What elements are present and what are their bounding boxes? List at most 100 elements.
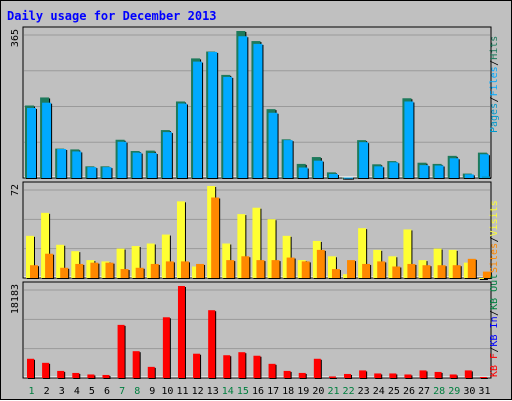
sites-bar [407, 263, 416, 278]
sites-bar [45, 253, 54, 278]
kbf-bar [162, 317, 170, 378]
day-label: 16 [252, 386, 264, 397]
kbf-bar [419, 370, 427, 378]
middle-ymax-label: 72 [10, 184, 21, 196]
visits-bar [41, 212, 50, 278]
sites-bar [482, 271, 491, 278]
files-bar [87, 167, 97, 178]
kbf-bar [87, 374, 95, 378]
sites-bar [60, 267, 69, 278]
visits-bar [131, 246, 140, 278]
files-bar [434, 165, 444, 178]
day-label: 23 [358, 386, 370, 397]
day-label: 19 [297, 386, 309, 397]
day-label: 6 [104, 386, 110, 397]
day-label: 24 [373, 386, 385, 397]
kbf-bar [268, 363, 276, 378]
day-label: 18 [282, 386, 294, 397]
kbf-bar [479, 376, 487, 378]
legend-files: Files [489, 66, 500, 96]
files-bar [404, 101, 414, 178]
day-label: 25 [388, 386, 400, 397]
pages-bar-shadow [482, 177, 491, 179]
visits-bar [26, 235, 34, 278]
kbf-bar [404, 374, 412, 378]
sites-bar [241, 256, 250, 278]
kbf-bar [328, 376, 336, 378]
sites-bar [452, 265, 461, 278]
kbf-bar [57, 370, 65, 378]
files-bar [389, 162, 399, 178]
visits-bar [433, 248, 442, 278]
kbf-bar [449, 374, 457, 378]
kbf-bar [389, 373, 397, 378]
legend-sep: / [489, 60, 500, 66]
files-bar [147, 153, 157, 178]
kbf-bar [313, 358, 321, 378]
visits-bar [327, 256, 336, 278]
day-label: 3 [59, 386, 65, 397]
visits-bar [403, 229, 412, 278]
day-label: 14 [222, 386, 234, 397]
legend-visits: Visits [489, 200, 500, 236]
day-label: 20 [312, 386, 324, 397]
files-bar [162, 132, 172, 178]
visits-bar [161, 234, 170, 278]
files-bar [177, 103, 187, 178]
sites-bar [90, 262, 99, 278]
pages-bar [481, 176, 490, 178]
files-bar [72, 151, 82, 178]
legend-sep: / [489, 96, 500, 102]
visits-bar [56, 244, 65, 278]
files-bar [313, 160, 323, 178]
visits-bar [358, 228, 367, 278]
sites-bar [226, 260, 235, 278]
files-bar [102, 167, 112, 178]
day-label: 2 [44, 386, 50, 397]
visits-bar-shadow [479, 279, 488, 280]
visits-bar [176, 201, 185, 278]
files-bar [374, 166, 384, 178]
sites-bar [211, 197, 220, 278]
chart-title: Daily usage for December 2013 [7, 9, 217, 23]
files-bar [298, 167, 308, 178]
sites-bar [301, 261, 310, 278]
day-label: 27 [418, 386, 430, 397]
kbf-bar [283, 370, 291, 378]
kbf-bar [27, 358, 34, 378]
legend-sites: Sites [489, 243, 500, 273]
kbf-bar [374, 373, 382, 378]
sites-bar [105, 262, 114, 278]
files-bar [193, 61, 203, 179]
day-label: 13 [207, 386, 219, 397]
sites-bar [180, 261, 189, 278]
bottom-ymax-label: 18183 [10, 284, 21, 314]
kbf-bar [208, 310, 216, 378]
sites-bar [286, 257, 295, 278]
visits-bar [146, 243, 155, 278]
day-label: 22 [343, 386, 355, 397]
legend-sep: / [489, 236, 500, 242]
sites-bar [377, 261, 386, 278]
files-bar [479, 154, 489, 178]
kbf-bar [359, 370, 367, 378]
legend-kbout: KB Out [489, 274, 500, 310]
kbf-bar [132, 351, 140, 378]
legend-pages: Pages [489, 103, 500, 133]
visits-bar [282, 235, 291, 278]
day-label: 21 [327, 386, 339, 397]
day-label: 10 [161, 386, 173, 397]
kbf-bar [72, 372, 80, 378]
files-bar [344, 177, 354, 179]
sites-bar [135, 267, 144, 278]
sites-bar [467, 258, 476, 278]
sites-bar [256, 260, 265, 278]
legend-sep: / [489, 310, 500, 316]
sites-bar [165, 261, 174, 278]
files-bar [283, 140, 293, 178]
day-label: 1 [29, 386, 35, 397]
day-label: 9 [149, 386, 155, 397]
sites-bar [422, 265, 431, 278]
legend-sep: / [489, 347, 500, 353]
kbf-bar [464, 370, 472, 378]
